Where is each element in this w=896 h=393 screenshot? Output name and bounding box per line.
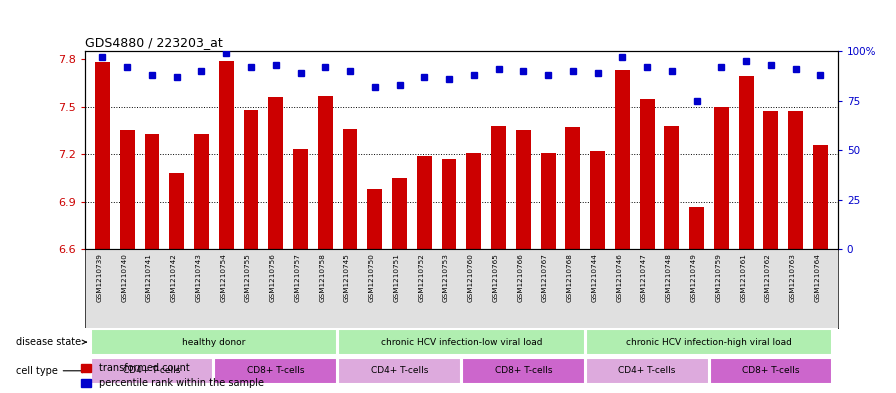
Text: GSM1210753: GSM1210753 [443, 253, 449, 302]
Bar [540, 152, 556, 250]
Text: GSM1210741: GSM1210741 [146, 253, 152, 302]
Text: GSM1210766: GSM1210766 [517, 253, 523, 302]
Bar [689, 207, 704, 250]
Bar [244, 110, 258, 250]
Text: GSM1210758: GSM1210758 [319, 253, 325, 302]
Bar [615, 70, 630, 250]
Text: chronic HCV infection-high viral load: chronic HCV infection-high viral load [626, 338, 792, 347]
Bar [219, 61, 234, 250]
Legend: transformed count, percentile rank within the sample: transformed count, percentile rank withi… [81, 363, 263, 388]
Text: GSM1210756: GSM1210756 [270, 253, 276, 302]
Text: CD4+ T-cells: CD4+ T-cells [124, 366, 181, 375]
Bar [392, 178, 407, 250]
Bar [788, 111, 803, 250]
Text: GSM1210759: GSM1210759 [715, 253, 721, 302]
Text: GSM1210767: GSM1210767 [542, 253, 548, 302]
Text: GSM1210761: GSM1210761 [740, 253, 746, 302]
Text: GSM1210764: GSM1210764 [814, 253, 821, 302]
Bar [342, 129, 358, 250]
Bar [95, 62, 110, 250]
Text: CD8+ T-cells: CD8+ T-cells [742, 366, 799, 375]
Bar [338, 329, 585, 355]
Text: GSM1210747: GSM1210747 [642, 253, 647, 302]
Text: GSM1210757: GSM1210757 [295, 253, 300, 302]
Text: GSM1210743: GSM1210743 [195, 253, 202, 302]
Bar [318, 95, 332, 250]
Bar [565, 127, 581, 250]
Bar [268, 97, 283, 250]
Text: GSM1210763: GSM1210763 [789, 253, 796, 302]
Text: CD8+ T-cells: CD8+ T-cells [495, 366, 552, 375]
Text: GSM1210752: GSM1210752 [418, 253, 425, 302]
Text: GSM1210739: GSM1210739 [97, 253, 102, 302]
Bar [491, 126, 506, 250]
Bar [714, 107, 728, 250]
Text: GSM1210745: GSM1210745 [344, 253, 350, 302]
Bar [710, 358, 832, 384]
Bar [194, 134, 209, 250]
Text: healthy donor: healthy donor [182, 338, 246, 347]
Text: GSM1210754: GSM1210754 [220, 253, 226, 302]
Bar [813, 145, 828, 250]
Bar [90, 329, 337, 355]
Text: CD4+ T-cells: CD4+ T-cells [371, 366, 428, 375]
Text: GSM1210748: GSM1210748 [666, 253, 672, 302]
Text: GSM1210751: GSM1210751 [393, 253, 400, 302]
Bar [417, 156, 432, 250]
Text: CD8+ T-cells: CD8+ T-cells [247, 366, 305, 375]
Bar [169, 173, 185, 250]
Text: GSM1210750: GSM1210750 [369, 253, 375, 302]
Bar [467, 152, 481, 250]
Bar [367, 189, 383, 250]
Text: disease state: disease state [16, 337, 87, 347]
Text: GSM1210746: GSM1210746 [616, 253, 623, 302]
Bar [665, 126, 679, 250]
Text: chronic HCV infection-low viral load: chronic HCV infection-low viral load [381, 338, 542, 347]
Text: GSM1210762: GSM1210762 [765, 253, 771, 302]
Bar [586, 358, 709, 384]
Text: GSM1210742: GSM1210742 [171, 253, 177, 302]
Bar [590, 151, 605, 250]
Bar [120, 130, 134, 250]
Bar [442, 159, 456, 250]
Bar [90, 358, 213, 384]
Bar [640, 99, 655, 250]
Text: GSM1210768: GSM1210768 [567, 253, 573, 302]
Bar [214, 358, 337, 384]
Bar [763, 111, 779, 250]
Text: GSM1210744: GSM1210744 [591, 253, 598, 302]
Text: GSM1210765: GSM1210765 [493, 253, 498, 302]
Bar [338, 358, 461, 384]
Text: cell type: cell type [16, 366, 86, 376]
Bar [144, 134, 159, 250]
Text: GSM1210740: GSM1210740 [121, 253, 127, 302]
Bar [586, 329, 832, 355]
Bar [293, 149, 308, 250]
Bar [738, 77, 754, 250]
Bar [462, 358, 585, 384]
Text: GSM1210755: GSM1210755 [245, 253, 251, 302]
Bar [516, 130, 530, 250]
Text: GSM1210749: GSM1210749 [691, 253, 697, 302]
Text: CD4+ T-cells: CD4+ T-cells [618, 366, 676, 375]
Text: GSM1210760: GSM1210760 [468, 253, 474, 302]
Text: GDS4880 / 223203_at: GDS4880 / 223203_at [85, 35, 223, 48]
